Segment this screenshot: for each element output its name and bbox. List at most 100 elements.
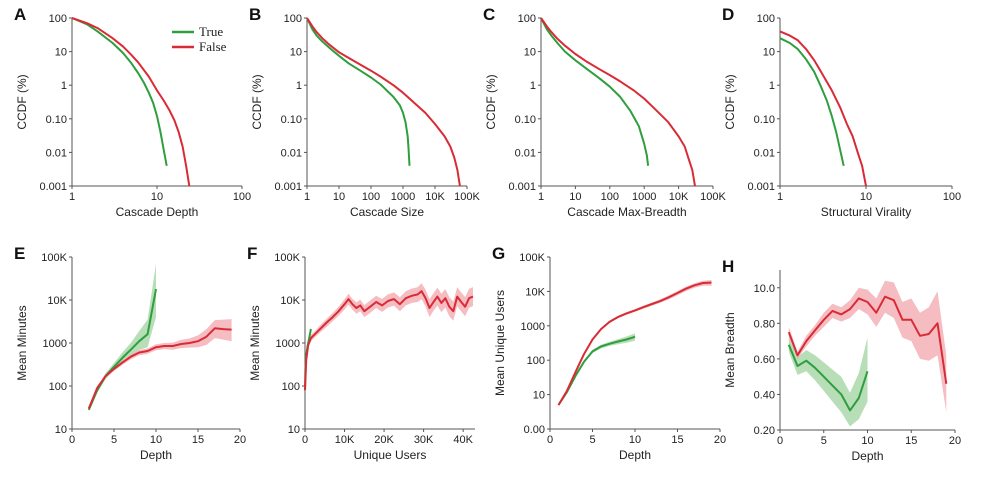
panel-letter: H	[722, 257, 734, 276]
y-tick-label: 0.60	[754, 354, 775, 366]
series-line-false	[87, 327, 232, 409]
series-line-true	[779, 37, 845, 167]
y-tick-label: 100K	[274, 252, 300, 264]
band-true	[88, 263, 156, 412]
panel-h: 0 5 10 15 20 0.20 0.40 0.60 0.80 10.0 Depth Mean Br…	[722, 257, 961, 463]
legend-label-true: True	[199, 24, 223, 39]
x-tick-label: 30K	[414, 434, 434, 446]
x-tick-label: 20	[714, 434, 726, 446]
x-tick-label: 0	[69, 434, 75, 446]
panel-g: 0 5 10 15 20 0.00 10 100 1000 10K 100K Depth Mean Un…	[492, 244, 726, 462]
y-tick-label: 10	[763, 47, 775, 59]
x-tick-label: 10	[333, 191, 345, 203]
x-tick-label: 10	[569, 191, 581, 203]
x-tick-label: 0	[547, 434, 553, 446]
band-false	[305, 283, 473, 393]
series-line-false	[540, 17, 696, 187]
series-line-true	[306, 17, 411, 166]
y-tick-label: 1	[296, 80, 302, 92]
y-tick-label: 0.10	[754, 114, 775, 126]
x-tick-label: 10K	[669, 191, 689, 203]
x-tick-label: 100	[943, 191, 961, 203]
x-axis-label: Depth	[851, 449, 883, 463]
y-tick-label: 0.001	[274, 181, 302, 193]
y-tick-label: 0.01	[46, 147, 67, 159]
y-axis-label: Mean Breadth	[723, 312, 737, 387]
y-axis-label: Mean Unique Users	[493, 290, 507, 396]
y-tick-label: 100K	[41, 252, 67, 264]
x-tick-label: 15	[671, 434, 683, 446]
y-tick-label: 100	[284, 13, 302, 25]
y-tick-label: 10K	[525, 286, 545, 298]
x-tick-label: 10K	[425, 191, 445, 203]
band-false	[558, 280, 712, 407]
y-tick-label: 10	[290, 47, 302, 59]
y-tick-label: 10K	[280, 295, 300, 307]
y-axis-label: CCDF (%)	[484, 74, 498, 129]
x-tick-label: 0	[777, 435, 783, 447]
panel-b: 1 10 100 1000 10K 100K 0.001 0.01 0.10 1 10 100 Casc…	[249, 5, 481, 219]
series-line-false	[304, 290, 474, 391]
y-tick-label: 0.10	[515, 114, 536, 126]
y-tick-label: 0.10	[281, 114, 302, 126]
x-axis-label: Cascade Depth	[116, 205, 199, 219]
x-tick-label: 15	[905, 435, 917, 447]
y-tick-label: 0.01	[515, 147, 536, 159]
y-tick-label: 100	[527, 355, 545, 367]
x-tick-label: 20K	[374, 434, 394, 446]
x-axis-label: Structural Virality	[821, 205, 911, 219]
x-tick-label: 10K	[335, 434, 355, 446]
series-line-true	[557, 335, 636, 406]
y-tick-label: 0.20	[754, 425, 775, 437]
y-axis-label: CCDF (%)	[15, 74, 29, 129]
y-tick-label: 100	[49, 381, 67, 393]
x-tick-label: 10	[861, 435, 873, 447]
panel-d: 1 10 100 0.001 0.01 0.10 1 10 100 Structural Vira…	[722, 5, 961, 219]
x-tick-label: 15	[192, 434, 204, 446]
y-tick-label: 0.00	[524, 424, 545, 436]
x-tick-label: 100K	[700, 191, 726, 203]
x-tick-label: 1	[304, 191, 310, 203]
y-axis-label: Mean Minutes	[15, 305, 29, 380]
panel-e: 0 5 10 15 20 10 100 1000 10K 100K Depth Mean Minute…	[14, 244, 246, 462]
y-tick-label: 0.01	[754, 147, 775, 159]
legend-label-false: False	[199, 39, 227, 54]
panel-a: 1 10 100 0.001 0.01 0.10 1 10 100 Cascade Depth CC…	[14, 5, 251, 219]
y-tick-label: 10	[533, 390, 545, 402]
series-line-false	[306, 17, 461, 187]
x-tick-label: 10	[150, 434, 162, 446]
y-tick-label: 1000	[276, 338, 300, 350]
panel-letter: F	[247, 244, 257, 263]
x-tick-label: 20	[234, 434, 246, 446]
panel-letter: B	[249, 5, 261, 24]
x-tick-label: 100K	[454, 191, 480, 203]
panel-letter: A	[14, 5, 26, 24]
y-tick-label: 10	[55, 424, 67, 436]
series-line-false	[71, 17, 191, 187]
series-line-false	[787, 295, 948, 384]
x-tick-label: 5	[589, 434, 595, 446]
panel-f: 0 10K 20K 30K 40K 10 100 1000 10K 100K Unique User…	[247, 244, 475, 462]
x-tick-label: 100	[362, 191, 380, 203]
y-tick-label: 1	[61, 80, 67, 92]
panel-letter: E	[14, 244, 25, 263]
y-tick-label: 0.001	[747, 181, 775, 193]
x-tick-label: 40K	[453, 434, 473, 446]
y-tick-label: 10K	[47, 295, 67, 307]
panel-letter: D	[722, 5, 734, 24]
y-tick-label: 100	[757, 13, 775, 25]
x-axis-label: Depth	[619, 448, 651, 462]
panel-letter: G	[492, 244, 505, 263]
y-tick-label: 100	[518, 13, 536, 25]
series-line-true	[787, 344, 869, 412]
band-true	[558, 333, 635, 407]
x-axis-label: Unique Users	[354, 448, 427, 462]
x-axis-label: Depth	[140, 448, 172, 462]
x-tick-label: 1000	[632, 191, 656, 203]
x-tick-label: 5	[821, 435, 827, 447]
x-tick-label: 0	[302, 434, 308, 446]
y-axis-label: CCDF (%)	[250, 74, 264, 129]
band-false	[788, 280, 947, 413]
